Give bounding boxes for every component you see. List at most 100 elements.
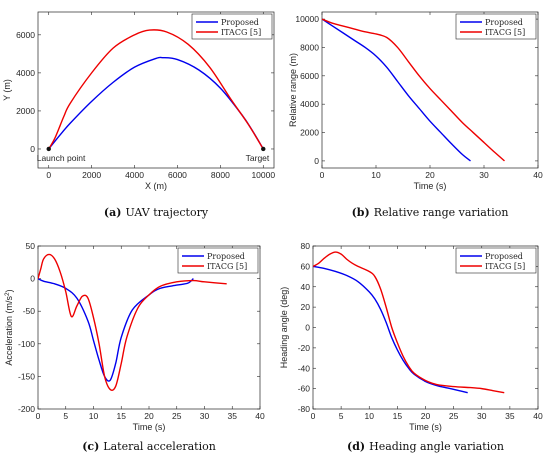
- y-tick-label: 0: [30, 274, 35, 284]
- y-tick-label: 60: [301, 261, 311, 271]
- x-tick-label: 40: [533, 170, 543, 180]
- x-tick-label: 6000: [168, 170, 187, 180]
- caption-text: Heading angle variation: [369, 440, 504, 453]
- x-tick-label: 5: [63, 411, 68, 421]
- series-line-itacg: [48, 29, 264, 150]
- x-tick-label: 20: [144, 411, 154, 421]
- x-tick-label: 10000: [251, 170, 275, 180]
- caption-text: Relative range variation: [374, 206, 509, 219]
- legend-entry: ITACG [5]: [485, 28, 525, 37]
- x-tick-label: 0: [46, 170, 51, 180]
- subfigure-caption: (b) Relative range variation: [352, 206, 509, 219]
- x-tick-label: 10: [371, 170, 381, 180]
- subfigure-caption: (c) Lateral acceleration: [82, 440, 216, 453]
- x-tick-label: 10: [365, 411, 375, 421]
- x-tick-label: 30: [479, 170, 489, 180]
- point-annotation: Launch point: [37, 153, 86, 163]
- y-axis-label-end: ): [4, 289, 14, 292]
- legend-entry: Proposed: [207, 252, 245, 261]
- subfigure-caption: (a) UAV trajectory: [104, 206, 209, 219]
- x-tick-label: 35: [505, 411, 515, 421]
- y-tick-label: 4000: [16, 68, 35, 78]
- x-axis-label: Time (s): [414, 181, 447, 191]
- series-line-proposed: [322, 18, 471, 162]
- point-annotation: Target: [246, 153, 270, 163]
- legend-entry: ITACG [5]: [485, 262, 525, 271]
- y-tick-label: 20: [301, 302, 311, 312]
- x-tick-label: 15: [117, 411, 127, 421]
- point-marker: [46, 146, 51, 152]
- y-tick-label: 8000: [300, 42, 319, 52]
- y-tick-label: 2000: [300, 128, 319, 138]
- y-tick-label: -150: [18, 371, 35, 381]
- x-tick-label: 0: [311, 411, 316, 421]
- x-tick-label: 40: [255, 411, 265, 421]
- point-marker: [261, 146, 266, 152]
- y-tick-label: 0: [30, 144, 35, 154]
- series-line-proposed: [38, 277, 194, 382]
- plot-frame: [37, 11, 275, 169]
- legend-entry: Proposed: [221, 18, 259, 27]
- y-tick-label: -60: [298, 384, 311, 394]
- y-tick-label: 0: [314, 156, 319, 166]
- legend-box: [177, 247, 259, 274]
- y-tick-label: 50: [26, 241, 36, 251]
- y-tick-label: 0: [305, 323, 310, 333]
- x-tick-label: 30: [200, 411, 210, 421]
- x-axis-label: X (m): [145, 181, 167, 191]
- legend-entry: ITACG [5]: [221, 28, 261, 37]
- x-tick-label: 40: [533, 411, 543, 421]
- y-tick-label: 10000: [295, 14, 319, 24]
- y-axis-label-main: Acceleration (m/s: [4, 296, 14, 366]
- y-tick-label: -80: [298, 404, 311, 414]
- legend-box: [455, 13, 537, 40]
- caption-letter: (c): [82, 440, 99, 453]
- series-line-itacg: [38, 253, 227, 391]
- caption-letter: (a): [104, 206, 122, 219]
- y-tick-label: 6000: [300, 71, 319, 81]
- y-axis-label: Acceleration (m/s2): [4, 289, 14, 365]
- legend-entry: ITACG [5]: [207, 262, 247, 271]
- chart-panel-c: 0 5 10 15 20 25 30 35 40 -200 -150 -100 -50 0 50 Time (…: [4, 241, 265, 453]
- legend-entry: Proposed: [485, 18, 523, 27]
- legend-box: [455, 247, 537, 274]
- x-tick-label: 4000: [125, 170, 144, 180]
- x-tick-label: 20: [421, 411, 431, 421]
- chart-panel-d: 0 5 10 15 20 25 30 35 40 -80 -60 -40 -20 0 20 40 60 80 Tim…: [279, 241, 543, 453]
- y-tick-label: 4000: [300, 99, 319, 109]
- y-tick-label: -100: [18, 339, 35, 349]
- x-tick-label: 10: [89, 411, 99, 421]
- y-tick-label: 80: [301, 241, 311, 251]
- caption-text: UAV trajectory: [125, 206, 208, 219]
- chart-panel-b: 0 10 20 30 40 0 2000 4000 6000 8000 10000 Time (s) R…: [288, 11, 543, 219]
- y-tick-label: 2000: [16, 106, 35, 116]
- y-tick-label: 40: [301, 282, 311, 292]
- x-tick-label: 25: [449, 411, 459, 421]
- y-tick-label: -200: [18, 404, 35, 414]
- x-tick-label: 2000: [82, 170, 101, 180]
- y-tick-label: -40: [298, 363, 311, 373]
- y-tick-label: -20: [298, 343, 311, 353]
- caption-letter: (d): [347, 440, 365, 453]
- subfigure-caption: (d) Heading angle variation: [347, 440, 504, 453]
- x-tick-label: 25: [172, 411, 182, 421]
- caption-text: Lateral acceleration: [103, 440, 216, 453]
- y-axis-label: Relative range (m): [288, 53, 298, 127]
- x-tick-label: 5: [339, 411, 344, 421]
- series-line-itacg: [313, 251, 505, 394]
- x-tick-label: 8000: [211, 170, 230, 180]
- series-line-itacg: [322, 18, 505, 162]
- series-line-proposed: [48, 56, 264, 150]
- x-tick-label: 30: [477, 411, 487, 421]
- legend-entry: Proposed: [485, 252, 523, 261]
- x-tick-label: 0: [320, 170, 325, 180]
- y-axis-label-sup: 2: [4, 292, 11, 296]
- x-tick-label: 15: [393, 411, 403, 421]
- legend-box: [191, 13, 273, 40]
- series-line-proposed: [313, 265, 468, 394]
